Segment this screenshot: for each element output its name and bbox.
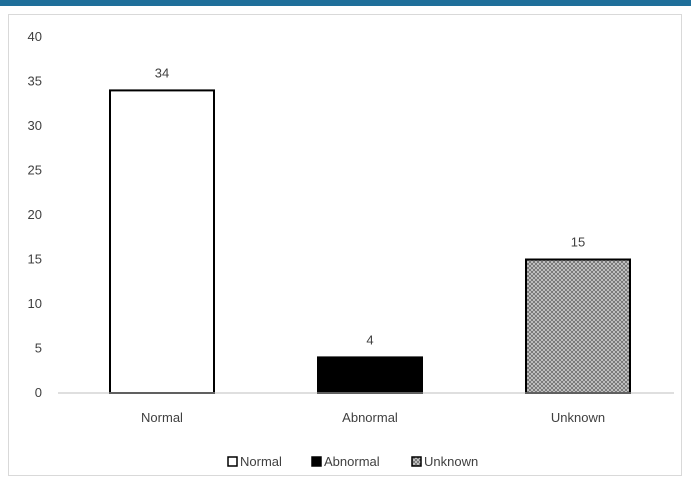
legend-label: Abnormal [324, 454, 380, 469]
y-tick-label: 5 [35, 341, 42, 356]
chart-border [8, 14, 682, 476]
x-tick-label: Unknown [551, 410, 605, 425]
y-tick-label: 40 [28, 29, 42, 44]
y-tick-label: 15 [28, 252, 42, 267]
legend-label: Normal [240, 454, 282, 469]
legend-swatch-abnormal [311, 456, 322, 467]
bar-unknown [525, 258, 631, 394]
data-label: 4 [366, 332, 373, 347]
x-tick-label: Normal [141, 410, 183, 425]
y-tick-label: 10 [28, 296, 42, 311]
bar-normal [109, 89, 215, 395]
legend-swatch-unknown [411, 456, 422, 467]
bar-abnormal [317, 356, 423, 394]
y-tick-label: 35 [28, 74, 42, 89]
x-tick-label: Abnormal [342, 410, 398, 425]
data-label: 15 [571, 235, 585, 250]
y-tick-label: 0 [35, 385, 42, 400]
y-tick-label: 30 [28, 118, 42, 133]
y-tick-label: 20 [28, 207, 42, 222]
y-tick-label: 25 [28, 163, 42, 178]
bars: 34 4 15 [109, 65, 631, 395]
legend: Normal Abnormal Unknown [227, 454, 478, 469]
legend-label: Unknown [424, 454, 478, 469]
top-accent-bar [0, 0, 691, 6]
y-axis: 0 5 10 15 20 25 30 35 40 [28, 29, 42, 400]
legend-swatch-normal [227, 456, 238, 467]
x-axis: Normal Abnormal Unknown [58, 392, 674, 425]
data-label: 34 [155, 65, 169, 80]
